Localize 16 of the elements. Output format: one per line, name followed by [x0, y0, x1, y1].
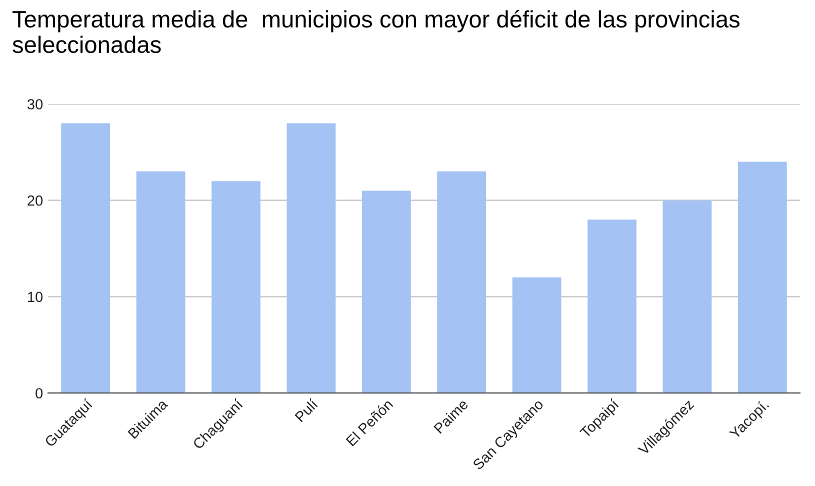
bar	[437, 171, 486, 393]
bar	[212, 181, 260, 393]
bar	[512, 277, 562, 393]
bar	[588, 220, 636, 393]
y-tick-label: 20	[28, 195, 43, 206]
y-tick-label: 10	[28, 292, 43, 302]
chart-title: Temperatura media de municipios con mayor déficit de las provincias seleccionadas	[12, 10, 740, 54]
bar	[61, 123, 110, 393]
y-tick-label: 0	[36, 388, 43, 398]
bar	[738, 162, 787, 393]
x-tick-label: Pulí	[294, 398, 319, 422]
bar	[362, 190, 411, 393]
y-tick-label: 30	[27, 99, 43, 110]
bar	[662, 200, 712, 393]
bar	[286, 123, 336, 393]
bar	[136, 171, 186, 393]
